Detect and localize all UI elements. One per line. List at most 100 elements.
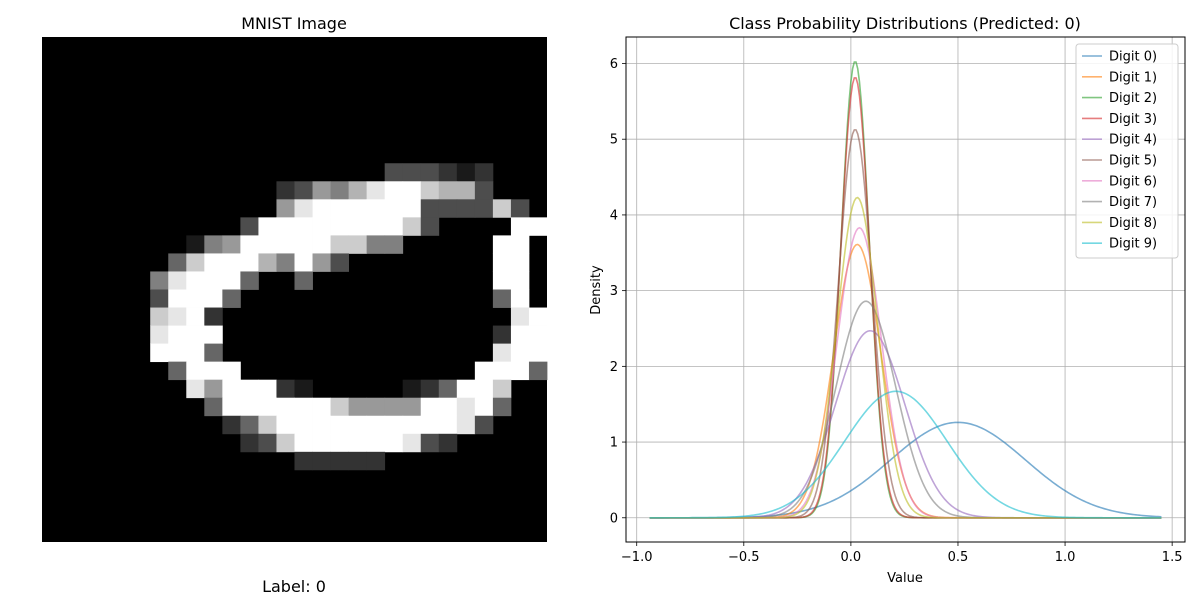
image-pixel: [492, 379, 512, 399]
image-pixel: [222, 235, 241, 254]
image-pixel: [258, 379, 277, 399]
image-pixel: [456, 397, 476, 417]
image-pixel: [348, 433, 368, 453]
image-pixel: [330, 253, 350, 272]
x-tick-label: 0.0: [841, 550, 862, 565]
image-pixel: [384, 415, 404, 435]
image-pixel: [330, 235, 350, 254]
image-pixel: [420, 163, 440, 182]
image-pixel: [186, 325, 205, 345]
image-pixel: [492, 289, 512, 308]
image-pixel: [438, 397, 458, 417]
image-pixel: [204, 289, 223, 308]
y-tick-label: 0: [610, 511, 618, 526]
image-pixel: [312, 181, 331, 200]
image-pixel: [222, 253, 241, 272]
image-pixel: [402, 181, 422, 200]
image-pixel: [510, 325, 530, 345]
image-pixel: [348, 451, 368, 471]
image-pixel: [348, 235, 368, 254]
image-pixel: [294, 199, 313, 218]
image-pixel: [348, 199, 368, 218]
image-pixel: [240, 379, 259, 399]
image-pixel: [186, 235, 205, 254]
chart-axes: −1.0 −0.5 0.0 0.5 1.0 1.5 0 1 2 3 4 5 6: [610, 57, 1183, 565]
image-pixel: [330, 451, 350, 471]
image-pixel: [276, 433, 295, 453]
image-pixel: [456, 163, 476, 182]
image-pixel: [186, 271, 205, 290]
image-pixel: [258, 253, 277, 272]
y-tick-label: 6: [610, 57, 618, 72]
image-pixel: [330, 397, 350, 417]
image-pixel: [312, 199, 331, 218]
image-pixel: [366, 415, 386, 435]
image-pixel: [168, 343, 187, 363]
image-pixel: [384, 217, 404, 236]
image-pixel: [438, 379, 458, 399]
image-pixel: [456, 415, 476, 435]
legend-label: Digit 2): [1109, 91, 1157, 106]
image-pixel: [204, 343, 223, 363]
series-line-digit-9: [649, 390, 1162, 519]
legend-label: Digit 7): [1109, 195, 1157, 210]
image-pixel: [312, 433, 331, 453]
image-pixel: [222, 271, 241, 290]
image-pixel: [366, 217, 386, 236]
x-tick-label: −1.0: [621, 550, 653, 565]
image-pixel: [204, 307, 223, 326]
image-pixel: [150, 307, 169, 326]
image-pixel: [528, 343, 548, 363]
image-pixel: [510, 289, 530, 308]
legend-label: Digit 6): [1109, 174, 1157, 189]
image-pixel: [492, 325, 512, 345]
image-pixel: [276, 253, 295, 272]
image-pixel: [204, 361, 223, 381]
series-line-digit-6: [649, 226, 1162, 519]
image-pixel: [222, 415, 241, 435]
legend-label: Digit 9): [1109, 237, 1157, 252]
chart-title: Class Probability Distributions (Predict…: [729, 14, 1081, 33]
image-pixel: [528, 217, 548, 236]
image-pixel: [402, 379, 422, 399]
image-pixel: [510, 253, 530, 272]
image-pixel: [240, 397, 259, 417]
image-pixel: [294, 379, 313, 399]
image-pixel: [438, 199, 458, 218]
image-pixel: [456, 181, 476, 200]
image-pixel: [312, 235, 331, 254]
image-pixel: [456, 379, 476, 399]
image-pixel: [294, 415, 313, 435]
image-pixel: [384, 163, 404, 182]
image-pixel: [348, 397, 368, 417]
image-pixel: [330, 199, 350, 218]
legend-label: Digit 4): [1109, 133, 1157, 148]
image-pixel: [168, 307, 187, 326]
image-pixel: [258, 415, 277, 435]
series-line-digit-1: [649, 243, 1162, 519]
image-pixel: [294, 181, 313, 200]
image-pixel: [330, 415, 350, 435]
image-pixel: [492, 361, 512, 381]
image-pixel: [366, 181, 386, 200]
image-pixel: [186, 343, 205, 363]
y-axis-label: Density: [589, 265, 604, 315]
image-pixel: [492, 199, 512, 218]
image-pixel: [474, 415, 494, 435]
image-pixel: [366, 235, 386, 254]
x-tick-label: 1.0: [1055, 550, 1076, 565]
image-pixel: [384, 199, 404, 218]
image-pixel: [204, 253, 223, 272]
image-pixel: [366, 397, 386, 417]
image-pixel: [420, 181, 440, 200]
image-pixel: [204, 235, 223, 254]
image-pixel: [312, 415, 331, 435]
image-title: MNIST Image: [241, 14, 347, 33]
image-pixel: [168, 325, 187, 345]
image-pixel: [384, 235, 404, 254]
image-pixel: [384, 181, 404, 200]
image-pixel: [420, 217, 440, 236]
image-pixel: [240, 217, 259, 236]
image-pixel: [438, 415, 458, 435]
y-tick-label: 1: [610, 436, 618, 451]
